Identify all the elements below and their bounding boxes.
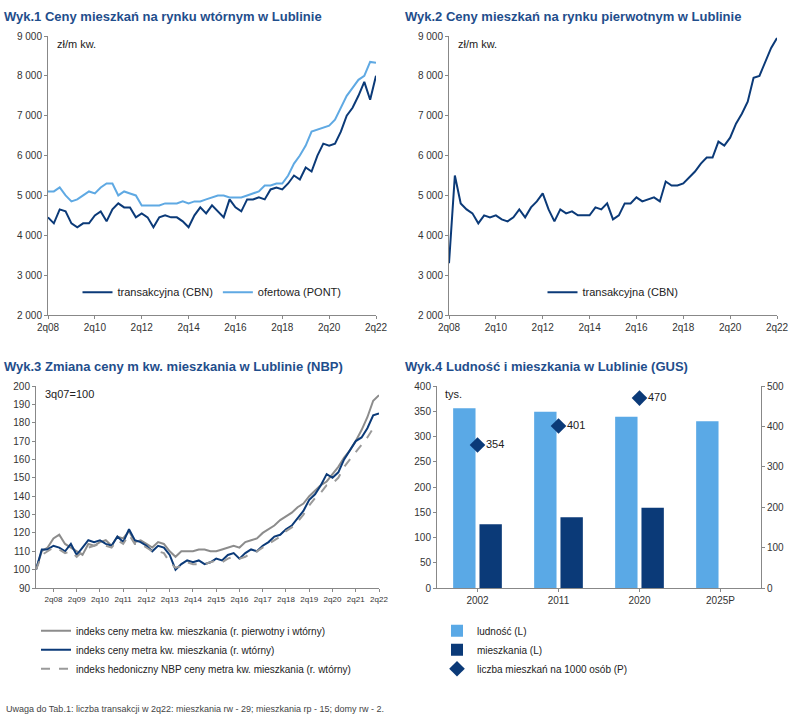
svg-text:mieszkania (L): mieszkania (L) bbox=[477, 645, 542, 656]
svg-text:5 000: 5 000 bbox=[17, 190, 42, 201]
svg-text:300: 300 bbox=[767, 461, 784, 472]
svg-text:9 000: 9 000 bbox=[17, 31, 42, 42]
svg-text:Wyk.1 Ceny mieszkań na rynku w: Wyk.1 Ceny mieszkań na rynku wtórnym w L… bbox=[4, 9, 322, 24]
svg-text:Wyk.2 Ceny mieszkań na rynku p: Wyk.2 Ceny mieszkań na rynku pierwotnym … bbox=[405, 9, 741, 24]
svg-text:8 000: 8 000 bbox=[17, 70, 42, 81]
svg-text:120: 120 bbox=[13, 527, 30, 538]
svg-text:200: 200 bbox=[767, 502, 784, 513]
svg-text:100: 100 bbox=[13, 564, 30, 575]
svg-text:6 000: 6 000 bbox=[17, 150, 42, 161]
svg-text:7 000: 7 000 bbox=[418, 110, 443, 121]
svg-text:4 000: 4 000 bbox=[418, 230, 443, 241]
svg-text:150: 150 bbox=[414, 507, 431, 518]
svg-text:190: 190 bbox=[13, 399, 30, 410]
svg-text:2q22: 2q22 bbox=[365, 322, 388, 333]
svg-text:2q14: 2q14 bbox=[177, 322, 200, 333]
svg-text:2q08: 2q08 bbox=[37, 322, 60, 333]
svg-text:2q10: 2q10 bbox=[91, 595, 109, 604]
svg-text:0: 0 bbox=[767, 583, 773, 594]
svg-text:2q22: 2q22 bbox=[370, 595, 388, 604]
svg-text:2q21: 2q21 bbox=[347, 595, 365, 604]
svg-text:160: 160 bbox=[13, 454, 30, 465]
svg-text:2q14: 2q14 bbox=[578, 322, 601, 333]
svg-text:tys.: tys. bbox=[445, 388, 462, 400]
svg-text:5 000: 5 000 bbox=[418, 190, 443, 201]
svg-text:401: 401 bbox=[567, 419, 585, 431]
svg-text:2q08: 2q08 bbox=[45, 595, 63, 604]
svg-text:470: 470 bbox=[648, 391, 666, 403]
svg-text:2q16: 2q16 bbox=[224, 322, 247, 333]
svg-text:170: 170 bbox=[13, 436, 30, 447]
svg-text:zł/m kw.: zł/m kw. bbox=[458, 38, 497, 50]
svg-text:400: 400 bbox=[414, 381, 431, 392]
svg-text:4 000: 4 000 bbox=[17, 230, 42, 241]
svg-text:indeks hedoniczny NBP ceny met: indeks hedoniczny NBP ceny metra kw. mie… bbox=[76, 664, 351, 675]
svg-text:2002: 2002 bbox=[466, 595, 489, 606]
svg-text:Wyk.3 Zmiana ceny m kw. mieszk: Wyk.3 Zmiana ceny m kw. mieszkania w Lub… bbox=[4, 359, 343, 374]
svg-text:354: 354 bbox=[486, 438, 504, 450]
svg-text:indeks ceny metra kw. mieszkan: indeks ceny metra kw. mieszkania (r. wtó… bbox=[76, 645, 274, 656]
svg-text:indeks ceny metra kw. mieszkan: indeks ceny metra kw. mieszkania (r. pie… bbox=[76, 626, 325, 637]
svg-text:2q13: 2q13 bbox=[161, 595, 179, 604]
svg-text:7 000: 7 000 bbox=[17, 110, 42, 121]
svg-text:2q09: 2q09 bbox=[68, 595, 86, 604]
svg-text:2q18: 2q18 bbox=[271, 322, 294, 333]
svg-text:Wyk.4 Ludność i mieszkania w L: Wyk.4 Ludność i mieszkania w Lublinie (G… bbox=[405, 359, 688, 374]
svg-text:9 000: 9 000 bbox=[418, 31, 443, 42]
html-text:Uwaga do Tab.1: liczba transak: Uwaga do Tab.1: liczba transakcji w 2q22… bbox=[6, 704, 384, 714]
svg-text:2011: 2011 bbox=[548, 595, 570, 606]
svg-text:2q15: 2q15 bbox=[207, 595, 225, 604]
svg-text:250: 250 bbox=[414, 456, 431, 467]
svg-text:2q20: 2q20 bbox=[719, 322, 742, 333]
svg-text:2q10: 2q10 bbox=[84, 322, 107, 333]
svg-text:2q16: 2q16 bbox=[231, 595, 249, 604]
svg-text:3 000: 3 000 bbox=[17, 270, 42, 281]
svg-text:2q22: 2q22 bbox=[766, 322, 789, 333]
svg-text:2 000: 2 000 bbox=[418, 310, 443, 321]
svg-text:350: 350 bbox=[414, 406, 431, 417]
svg-text:6 000: 6 000 bbox=[418, 150, 443, 161]
svg-text:0: 0 bbox=[425, 583, 431, 594]
svg-text:50: 50 bbox=[420, 557, 432, 568]
svg-text:ofertowa (PONT): ofertowa (PONT) bbox=[258, 286, 341, 298]
svg-text:500: 500 bbox=[767, 381, 784, 392]
svg-text:2q12: 2q12 bbox=[532, 322, 555, 333]
svg-text:2q11: 2q11 bbox=[115, 595, 133, 604]
svg-text:zł/m kw.: zł/m kw. bbox=[57, 38, 96, 50]
svg-text:2q18: 2q18 bbox=[277, 595, 295, 604]
svg-text:transakcyjna (CBN): transakcyjna (CBN) bbox=[583, 286, 678, 298]
svg-text:400: 400 bbox=[767, 421, 784, 432]
svg-text:110: 110 bbox=[14, 546, 30, 557]
svg-text:2 000: 2 000 bbox=[17, 310, 42, 321]
svg-text:2q10: 2q10 bbox=[485, 322, 508, 333]
svg-text:transakcyjna (CBN): transakcyjna (CBN) bbox=[118, 286, 213, 298]
svg-text:3q07=100: 3q07=100 bbox=[45, 388, 94, 400]
svg-text:2q14: 2q14 bbox=[184, 595, 202, 604]
svg-text:100: 100 bbox=[767, 542, 784, 553]
svg-text:200: 200 bbox=[414, 482, 431, 493]
svg-text:2q19: 2q19 bbox=[300, 595, 318, 604]
svg-text:2q20: 2q20 bbox=[324, 595, 342, 604]
svg-text:100: 100 bbox=[414, 532, 431, 543]
svg-text:2q20: 2q20 bbox=[318, 322, 341, 333]
svg-text:140: 140 bbox=[13, 491, 30, 502]
svg-text:2q18: 2q18 bbox=[672, 322, 695, 333]
svg-text:180: 180 bbox=[13, 417, 30, 428]
svg-text:2q12: 2q12 bbox=[131, 322, 154, 333]
svg-text:130: 130 bbox=[13, 509, 30, 520]
svg-text:200: 200 bbox=[13, 381, 30, 392]
svg-text:2q08: 2q08 bbox=[438, 322, 461, 333]
svg-text:90: 90 bbox=[19, 583, 31, 594]
svg-text:2025P: 2025P bbox=[706, 595, 735, 606]
svg-text:2q12: 2q12 bbox=[138, 595, 156, 604]
svg-text:ludność (L): ludność (L) bbox=[477, 626, 526, 637]
svg-text:150: 150 bbox=[13, 472, 30, 483]
svg-text:3 000: 3 000 bbox=[418, 270, 443, 281]
svg-text:2q17: 2q17 bbox=[254, 595, 272, 604]
svg-text:300: 300 bbox=[414, 431, 431, 442]
svg-text:liczba mieszkań na 1000 osób (: liczba mieszkań na 1000 osób (P) bbox=[477, 664, 627, 675]
svg-text:8 000: 8 000 bbox=[418, 70, 443, 81]
svg-text:2q16: 2q16 bbox=[625, 322, 648, 333]
svg-text:2020: 2020 bbox=[628, 595, 651, 606]
